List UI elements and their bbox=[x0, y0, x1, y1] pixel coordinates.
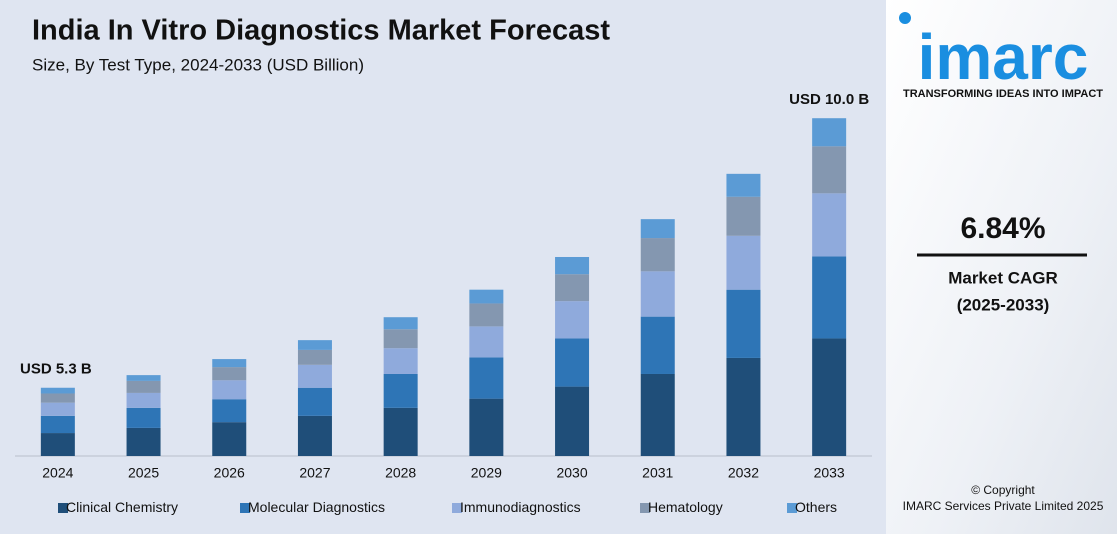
logo: imarc bbox=[918, 21, 1089, 93]
bar-segment bbox=[40, 415, 75, 434]
x-tick-label: 2025 bbox=[128, 465, 159, 481]
bar-segment bbox=[469, 398, 504, 456]
legend-label: Others bbox=[795, 499, 837, 515]
cagr-label: Market CAGR bbox=[948, 268, 1058, 287]
x-tick-label: 2028 bbox=[385, 465, 416, 481]
legend-label: Hematology bbox=[648, 499, 723, 515]
legend-swatch bbox=[240, 503, 250, 513]
bar-segment bbox=[726, 357, 761, 456]
legend-swatch bbox=[58, 503, 68, 513]
x-tick-label: 2029 bbox=[471, 465, 502, 481]
legend-label: Clinical Chemistry bbox=[66, 499, 178, 515]
legend-swatch bbox=[787, 503, 797, 513]
bar-segment bbox=[212, 359, 247, 368]
bar-segment bbox=[726, 235, 761, 290]
bar-segment bbox=[126, 375, 161, 381]
bar-segment bbox=[212, 399, 247, 423]
bar-segment bbox=[640, 271, 675, 317]
bar-segment bbox=[126, 380, 161, 393]
bar-segment bbox=[726, 289, 761, 358]
bar-segment bbox=[812, 256, 847, 339]
bar-segment bbox=[812, 146, 847, 194]
bar-segment bbox=[212, 367, 247, 381]
copyright: © Copyright bbox=[971, 483, 1035, 497]
bar-segment bbox=[297, 364, 332, 388]
bar-segment bbox=[640, 373, 675, 456]
bar-segment bbox=[640, 219, 675, 239]
bar-segment bbox=[726, 173, 761, 197]
bar-segment bbox=[555, 386, 590, 456]
total-label: USD 5.3 B bbox=[20, 361, 92, 378]
bar-segment bbox=[297, 387, 332, 416]
bar-segment bbox=[126, 392, 161, 408]
tagline: TRANSFORMING IDEAS INTO IMPACT bbox=[903, 88, 1103, 100]
total-label: USD 10.0 B bbox=[789, 91, 869, 108]
bar-segment bbox=[383, 373, 418, 408]
bar-segment bbox=[812, 338, 847, 456]
bar-segment bbox=[726, 196, 761, 236]
legend-swatch bbox=[640, 503, 650, 513]
cagr-value: 6.84% bbox=[960, 212, 1045, 245]
chart-title: India In Vitro Diagnostics Market Foreca… bbox=[32, 15, 610, 47]
bar-segment bbox=[812, 193, 847, 257]
bar-segment bbox=[812, 118, 847, 147]
bar-segment bbox=[555, 256, 590, 275]
bar-segment bbox=[469, 289, 504, 304]
bar-segment bbox=[640, 316, 675, 374]
bar-segment bbox=[40, 433, 75, 456]
bar-segment bbox=[297, 340, 332, 350]
x-tick-label: 2030 bbox=[556, 465, 587, 481]
bar-segment bbox=[469, 326, 504, 358]
bar-segment bbox=[40, 402, 75, 416]
bar-segment bbox=[212, 422, 247, 456]
bar-segment bbox=[383, 348, 418, 374]
bar-segment bbox=[126, 427, 161, 456]
legend-label: Immunodiagnostics bbox=[460, 499, 581, 515]
bar-segment bbox=[297, 415, 332, 456]
chart-subtitle: Size, By Test Type, 2024-2033 (USD Billi… bbox=[32, 55, 364, 74]
x-tick-label: 2024 bbox=[42, 465, 73, 481]
bar-segment bbox=[40, 387, 75, 394]
bar-segment bbox=[383, 407, 418, 456]
bar-segment bbox=[212, 380, 247, 400]
x-tick-label: 2033 bbox=[814, 465, 845, 481]
bar-segment bbox=[555, 274, 590, 302]
bar-segment bbox=[40, 393, 75, 403]
cagr-period: (2025-2033) bbox=[957, 295, 1050, 314]
bar-segment bbox=[555, 338, 590, 387]
sidebar-background bbox=[886, 0, 1117, 534]
legend-swatch bbox=[452, 503, 462, 513]
bar-segment bbox=[640, 238, 675, 272]
bar-segment bbox=[383, 329, 418, 349]
bar-segment bbox=[126, 407, 161, 428]
bar-segment bbox=[383, 317, 418, 330]
bar-segment bbox=[297, 349, 332, 365]
x-tick-label: 2031 bbox=[642, 465, 673, 481]
company: IMARC Services Private Limited 2025 bbox=[903, 499, 1104, 513]
x-tick-label: 2032 bbox=[728, 465, 759, 481]
bar-segment bbox=[555, 301, 590, 339]
logo-dot bbox=[899, 12, 911, 24]
legend-label: Molecular Diagnostics bbox=[248, 499, 385, 515]
bar-segment bbox=[469, 357, 504, 399]
x-tick-label: 2026 bbox=[214, 465, 245, 481]
x-tick-label: 2027 bbox=[299, 465, 330, 481]
bar-segment bbox=[469, 303, 504, 327]
